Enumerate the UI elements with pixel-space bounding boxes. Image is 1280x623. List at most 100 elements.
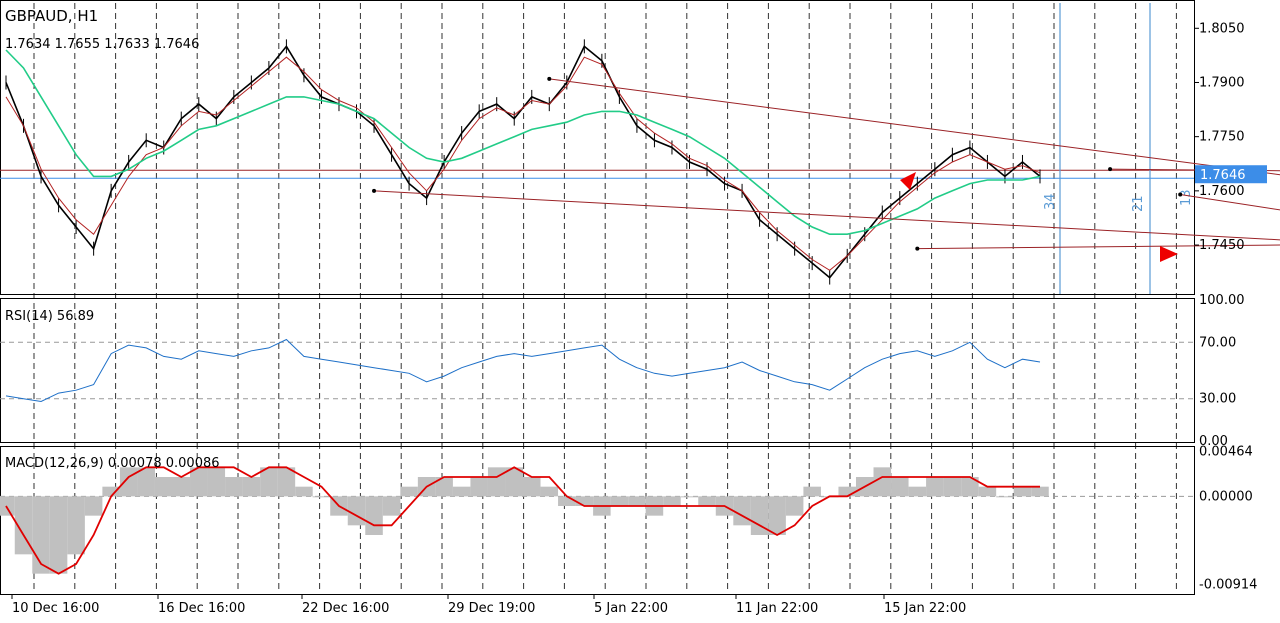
macd-histogram-bar <box>540 486 559 497</box>
ohlc-readout: 1.7634 1.7655 1.7633 1.7646 <box>5 37 199 52</box>
time-axis-label: 5 Jan 22:00 <box>594 601 668 616</box>
rsi-axis-label: 70.00 <box>1199 335 1236 350</box>
fib-time-label: 21 <box>1131 195 1146 212</box>
up-arrow-marker <box>900 172 916 190</box>
macd-histogram-bar <box>663 496 681 506</box>
macd-histogram-bar <box>137 467 155 497</box>
macd-histogram-bar <box>1031 486 1049 497</box>
macd-histogram-bar <box>225 477 243 497</box>
macd-histogram-bar <box>0 496 15 516</box>
time-axis-label: 16 Dec 16:00 <box>158 601 245 616</box>
macd-histogram-bar <box>803 486 821 497</box>
macd-histogram-bar <box>628 496 646 506</box>
price-axis-label: 1.7750 <box>1199 130 1245 145</box>
macd-histogram-bar <box>733 496 751 526</box>
trendline-anchor <box>915 246 920 251</box>
rsi-line <box>5 338 1041 403</box>
trendline-anchor <box>372 188 377 193</box>
macd-panel-frame <box>0 446 1195 595</box>
macd-axis-label: -0.00914 <box>1199 578 1257 593</box>
current-price-badge <box>1195 165 1267 184</box>
macd-histogram-bar <box>119 467 138 497</box>
macd-histogram-bar <box>32 496 50 574</box>
macd-title: MACD(12,26,9) 0.00078 0.00086 <box>5 456 220 471</box>
macd-histogram-bar <box>558 496 576 506</box>
right-arrow-marker <box>1160 246 1178 262</box>
rsi-plot <box>0 338 1194 403</box>
price-axis-label: 1.7900 <box>1199 75 1245 90</box>
trendline-anchor <box>1178 192 1183 197</box>
ma-fast-line <box>5 56 1041 271</box>
macd-histogram-bar <box>172 477 191 497</box>
macd-histogram-bar <box>400 486 418 497</box>
macd-histogram-bar <box>926 477 944 497</box>
macd-histogram-bar <box>154 477 173 497</box>
macd-histogram-bar <box>382 496 401 516</box>
rsi-axis-label: 100.00 <box>1199 293 1245 308</box>
fib-time-label: 13 <box>1179 189 1194 206</box>
macd-histogram-bar <box>190 467 208 497</box>
macd-histogram-bar <box>943 477 962 497</box>
trendline <box>1180 193 1280 211</box>
macd-histogram-bar <box>67 496 85 555</box>
macd-histogram-bar <box>838 486 856 497</box>
axis-labels: 1.8050 1.7900 1.7750 1.7600 1.7450 1.7646 100.… <box>11 21 1267 616</box>
macd-histogram-bar <box>260 467 278 497</box>
macd-histogram-bar <box>891 477 909 497</box>
rsi-panel-frame <box>0 298 1195 443</box>
macd-histogram-bar <box>365 496 383 535</box>
macd-histogram-bar <box>873 467 892 497</box>
current-price-label: 1.7646 <box>1200 168 1246 183</box>
macd-histogram-bar <box>680 496 699 498</box>
macd-histogram-bar <box>470 477 488 497</box>
trendline <box>917 244 1280 250</box>
macd-histogram-bar <box>84 496 103 516</box>
macd-histogram-bar <box>698 496 716 506</box>
price-series-line <box>5 45 1041 279</box>
chart-symbol-title: GBPAUD, H1 <box>5 7 98 25</box>
macd-histogram-bar <box>312 496 331 498</box>
macd-histogram-bar <box>452 486 471 497</box>
macd-axis-label: 0.00464 <box>1199 444 1253 459</box>
trendline-anchor <box>1108 167 1113 172</box>
macd-histogram-bar <box>978 486 997 497</box>
macd-histogram-bar <box>610 496 629 506</box>
macd-histogram-bar <box>207 467 226 497</box>
macd-histogram-bar <box>14 496 33 555</box>
macd-histogram-bar <box>750 496 769 535</box>
fib-time-label: 34 <box>1043 193 1058 210</box>
time-axis-label: 11 Jan 22:00 <box>736 601 818 616</box>
macd-histogram-bar <box>575 496 594 506</box>
macd-histogram-bar <box>295 486 313 497</box>
trendline <box>374 190 1280 241</box>
macd-histogram-bar <box>768 496 786 535</box>
time-axis-label: 29 Dec 19:00 <box>448 601 535 616</box>
macd-histogram-bar <box>49 496 68 574</box>
macd-histogram-bar <box>1013 486 1032 497</box>
macd-plot <box>0 466 1194 575</box>
time-axis-label: 22 Dec 16:00 <box>302 601 389 616</box>
macd-histogram-bar <box>523 477 541 497</box>
rsi-axis-label: 0.00 <box>1199 434 1228 449</box>
macd-histogram-bar <box>505 467 523 497</box>
price-panel-frame <box>0 0 1195 295</box>
trendline-anchor <box>547 76 552 81</box>
macd-histogram-bar <box>785 496 804 516</box>
time-axis-label: 10 Dec 16:00 <box>12 601 99 616</box>
price-axis-label: 1.7600 <box>1199 184 1245 199</box>
ma-slow-line <box>5 49 1041 235</box>
rsi-axis-label: 30.00 <box>1199 392 1236 407</box>
rsi-title: RSI(14) 56.89 <box>5 309 94 324</box>
trendline <box>549 78 1280 176</box>
macd-histogram-bar <box>277 467 296 497</box>
macd-histogram-bar <box>996 496 1014 498</box>
macd-axis-label: 0.00000 <box>1199 489 1253 504</box>
price-plot: 34 21 13 <box>0 3 1280 294</box>
macd-signal-line <box>5 466 1040 575</box>
macd-histogram-bar <box>242 477 261 497</box>
macd-histogram-bar <box>908 486 927 497</box>
macd-histogram-bar <box>487 467 506 497</box>
macd-histogram-bar <box>102 486 120 497</box>
macd-histogram-bar <box>347 496 366 526</box>
